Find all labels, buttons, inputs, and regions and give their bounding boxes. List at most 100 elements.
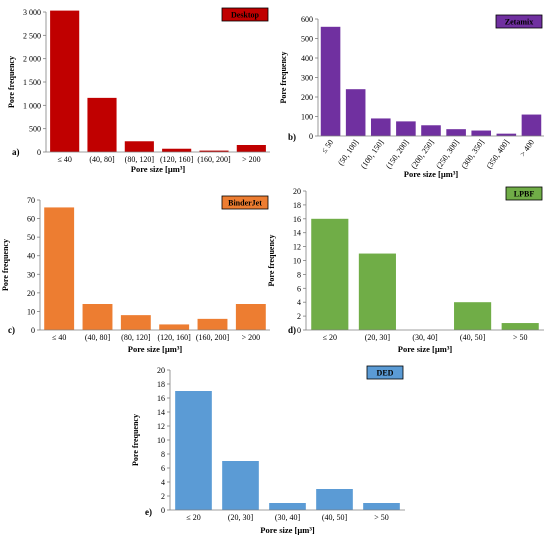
bar <box>396 121 416 136</box>
y-tick-label: 20 <box>27 289 35 298</box>
panel-label: d) <box>288 325 296 335</box>
x-tick-label: (20, 30] <box>365 333 391 342</box>
x-tick-label: > 200 <box>242 333 261 342</box>
y-tick-label: 40 <box>27 252 35 261</box>
y-tick-label: 1 000 <box>23 101 41 110</box>
y-tick-label: 12 <box>157 422 165 431</box>
x-tick-label: (30, 40] <box>412 333 438 342</box>
x-tick-label: (160, 200] <box>197 155 231 164</box>
bar <box>358 253 396 330</box>
bar <box>120 315 151 330</box>
bar <box>446 129 466 136</box>
bar <box>363 503 400 510</box>
x-tick-label: > 400 <box>518 138 536 158</box>
x-tick-label: ≤ 20 <box>186 513 200 522</box>
panel-label: e) <box>145 507 152 517</box>
bar <box>311 218 349 330</box>
x-tick-label: (30, 40] <box>275 513 301 522</box>
y-tick-label: 2 <box>161 492 165 501</box>
chart-panel-desktop: 0 500 1 000 1 500 2 000 2 500 3 000 ≤ 40 (40, 80… <box>7 7 270 174</box>
bar <box>501 323 539 330</box>
y-tick-label: 600 <box>301 15 313 24</box>
bar <box>82 304 113 330</box>
chart-panel-zetamix: 0 100 200 300 400 500 600 ≤ 50 (50, 100](100, 15… <box>279 14 544 179</box>
x-tick-label: (40, 50] <box>460 333 486 342</box>
bar <box>199 150 229 152</box>
y-tick-label: 4 <box>297 298 301 307</box>
y-tick-label: 300 <box>301 74 313 83</box>
x-tick-label: (40, 80] <box>85 333 111 342</box>
bar <box>222 461 259 510</box>
bar <box>421 125 441 136</box>
x-tick-label: (120, 160] <box>158 333 192 342</box>
y-tick-label: 100 <box>301 113 313 122</box>
x-tick-label: (80, 120] <box>125 155 155 164</box>
legend-box <box>505 186 543 201</box>
y-tick-label: 500 <box>301 35 313 44</box>
bar <box>87 97 117 152</box>
x-tick-label: (120, 160] <box>160 155 194 164</box>
x-axis-title: Pore size [µm³] <box>398 344 453 354</box>
legend-box <box>221 7 269 22</box>
y-tick-label: 10 <box>157 436 165 445</box>
y-tick-label: 8 <box>161 450 165 459</box>
y-tick-label: 60 <box>27 215 35 224</box>
x-tick-label: (40, 80] <box>89 155 115 164</box>
y-axis-title: Pore frequency <box>279 52 288 104</box>
y-tick-label: 3 000 <box>23 8 41 17</box>
y-tick-label: 2 000 <box>23 55 41 64</box>
bar <box>50 10 80 152</box>
x-tick-label: > 50 <box>374 513 389 522</box>
bar <box>521 114 542 136</box>
y-tick-label: 500 <box>29 125 41 134</box>
x-tick-label: (150, 200] <box>384 138 411 171</box>
bar <box>370 118 391 136</box>
bar <box>236 145 266 152</box>
y-tick-label: 0 <box>161 506 165 515</box>
y-axis-title: Pore frequency <box>7 56 16 108</box>
x-tick-label: ≤ 40 <box>52 333 66 342</box>
bar <box>320 26 341 136</box>
x-tick-label: (50, 100] <box>336 138 360 167</box>
bar <box>175 391 212 510</box>
chart-panel-lpbf: 0 2 4 6 8 10 12 14 16 18 20 ≤ 20 (20, 30] (30, 40] (40… <box>267 186 544 354</box>
y-tick-label: 12 <box>293 243 301 252</box>
bar <box>454 302 492 330</box>
bar <box>44 207 75 330</box>
chart-panel-ded: 0 2 4 6 8 10 12 14 16 18 20 ≤ 20 (20, 30] (30, 40] (40… <box>131 365 405 535</box>
y-tick-label: 2 <box>297 312 301 321</box>
legend-label: Desktop <box>231 11 260 20</box>
x-tick-label: (160, 200] <box>196 333 230 342</box>
y-tick-label: 30 <box>27 270 35 279</box>
y-tick-label: 6 <box>297 284 301 293</box>
x-tick-label: (40, 50] <box>322 513 348 522</box>
bar <box>159 324 190 330</box>
panel-label: a) <box>12 147 20 157</box>
bar <box>162 148 192 152</box>
y-tick-label: 20 <box>157 366 165 375</box>
legend-box <box>221 195 269 210</box>
legend-label: DED <box>377 369 394 378</box>
bar <box>496 133 517 136</box>
y-tick-label: 16 <box>157 394 165 403</box>
x-tick-label: (300, 350] <box>459 138 486 171</box>
panel-label: b) <box>288 132 296 142</box>
x-axis-title: Pore size [µm³] <box>404 169 459 179</box>
y-tick-label: 20 <box>293 187 301 196</box>
y-tick-label: 1 500 <box>23 78 41 87</box>
x-tick-label: > 200 <box>242 155 261 164</box>
x-axis-title: Pore size [µm³] <box>131 164 186 174</box>
y-tick-label: 0 <box>297 326 301 335</box>
y-tick-label: 18 <box>293 201 301 210</box>
y-axis-title: Pore frequency <box>1 239 10 291</box>
y-tick-label: 400 <box>301 54 313 63</box>
x-tick-label: (200, 250] <box>409 138 436 171</box>
legend-box <box>495 14 543 29</box>
y-tick-label: 70 <box>27 196 35 205</box>
bar <box>269 503 306 510</box>
y-tick-label: 0 <box>37 148 41 157</box>
x-tick-label: (100, 150] <box>359 138 386 171</box>
y-tick-label: 0 <box>309 132 313 141</box>
y-axis-title: Pore frequency <box>267 235 276 287</box>
